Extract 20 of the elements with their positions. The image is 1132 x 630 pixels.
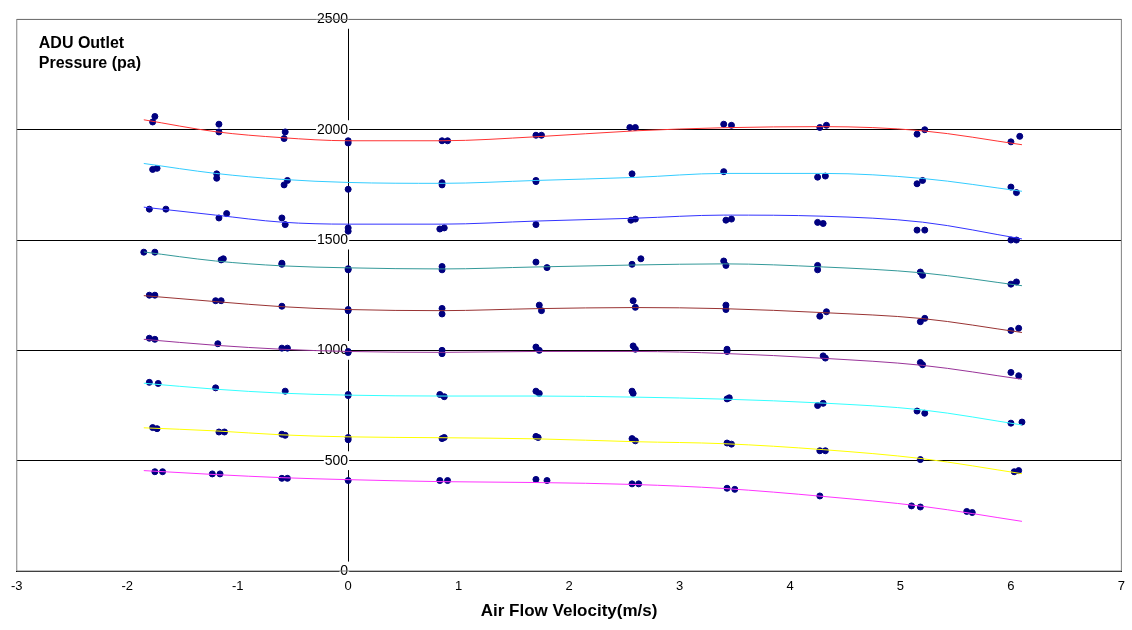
x-tick-label: -3 xyxy=(11,578,23,594)
x-tick-label: -1 xyxy=(231,578,244,594)
x-tick-label: 7 xyxy=(1117,578,1125,594)
y-tick-label: 2500 xyxy=(317,10,349,27)
x-tick-label: 2 xyxy=(565,578,573,594)
y-tick-label: 1500 xyxy=(317,230,349,247)
x-tick-label: -2 xyxy=(121,578,134,594)
x-axis-title: Air Flow Velocity(m/s) xyxy=(480,601,658,621)
y-tick-label: 0 xyxy=(340,561,349,578)
x-tick-label: 4 xyxy=(786,578,794,594)
line-series xyxy=(143,470,1023,522)
y-tick-label: 2000 xyxy=(317,120,349,137)
x-tick-label: 5 xyxy=(896,578,905,594)
x-tick-label: 6 xyxy=(1007,578,1015,594)
x-tick-label: 3 xyxy=(675,578,684,594)
line-series xyxy=(143,119,1023,146)
line-series xyxy=(143,427,1023,475)
y-tick-label: 500 xyxy=(324,451,349,468)
x-tick-label: 1 xyxy=(455,578,463,594)
y-axis-title: ADU Outlet Pressure (pa) xyxy=(38,33,142,71)
